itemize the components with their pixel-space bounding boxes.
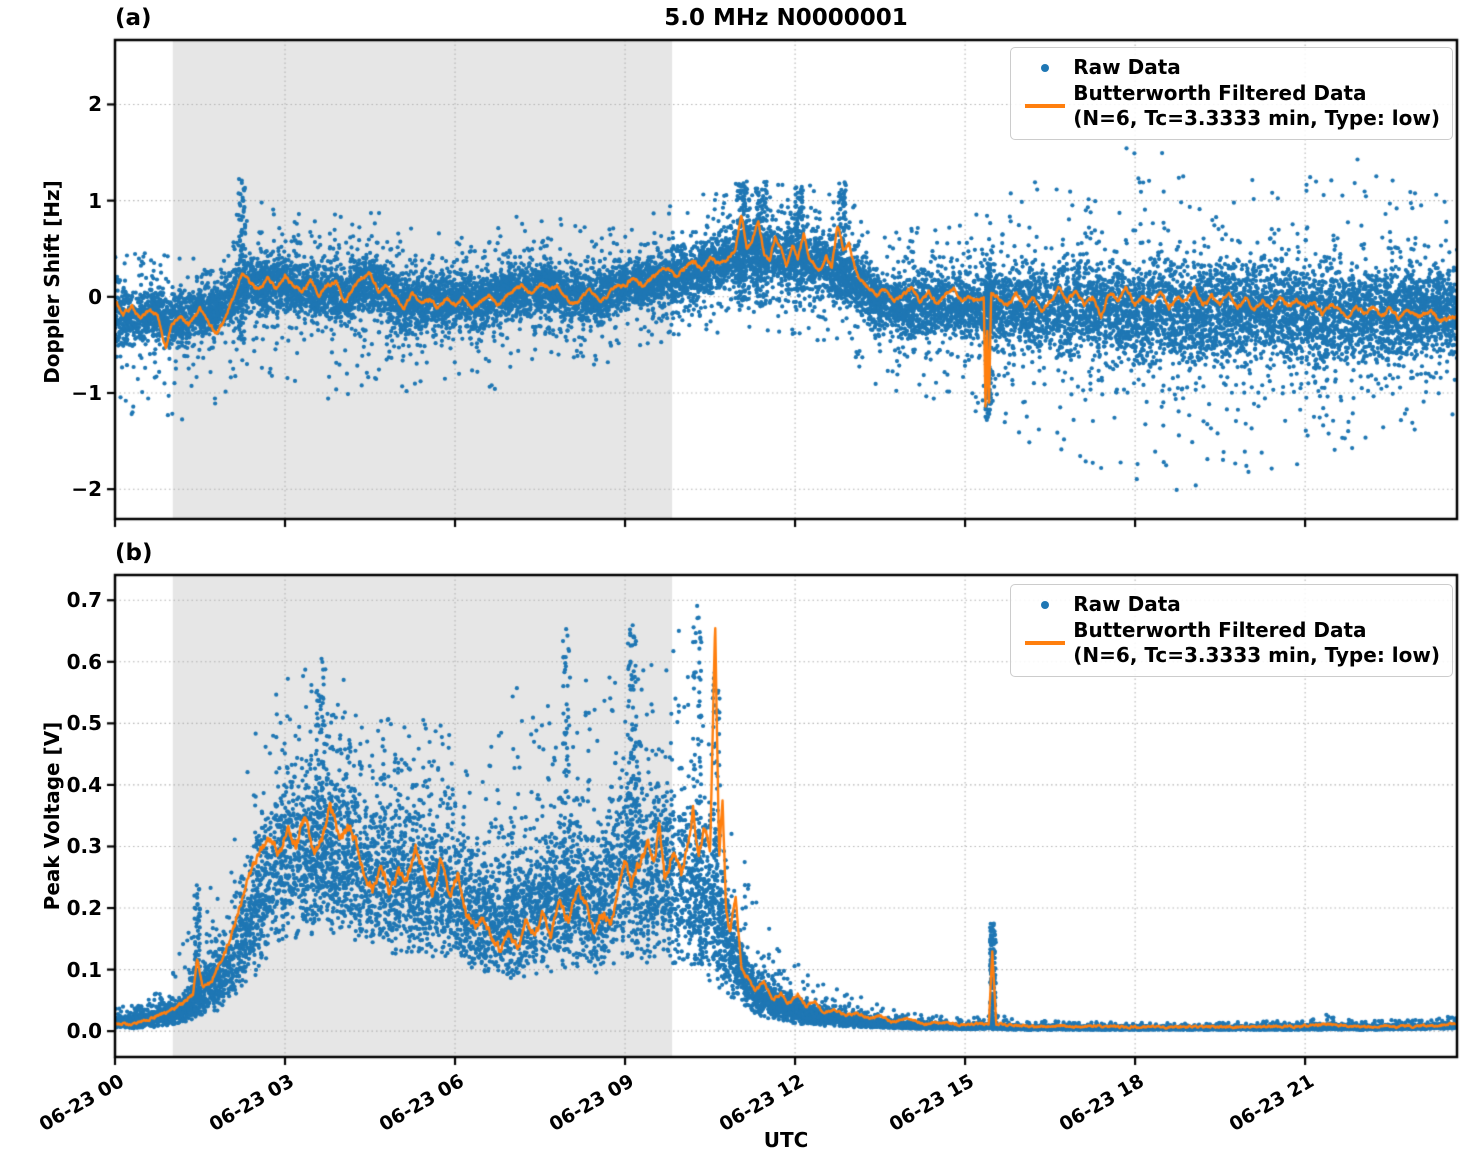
filtered-data-line-marker bbox=[1017, 104, 1073, 108]
legend-entry-filtered: Butterworth Filtered Data (N=6, Tc=3.333… bbox=[1017, 81, 1440, 132]
legend-filtered-sublabel: (N=6, Tc=3.3333 min, Type: low) bbox=[1073, 106, 1440, 131]
chart-title: 5.0 MHz N0000001 bbox=[664, 5, 908, 31]
raw-data-dot-marker bbox=[1017, 63, 1073, 72]
x-axis-label: UTC bbox=[763, 1128, 809, 1152]
filtered-data-line-marker bbox=[1017, 641, 1073, 645]
legend-raw-label: Raw Data bbox=[1073, 55, 1181, 79]
y-tick-label-a: −2 bbox=[71, 477, 102, 502]
panel-b-label: (b) bbox=[115, 540, 153, 566]
y-axis-label-voltage: Peak Voltage [V] bbox=[40, 721, 64, 911]
y-tick-label-b: 0.4 bbox=[66, 772, 102, 797]
legend-filtered-label: Butterworth Filtered Data bbox=[1073, 617, 1367, 642]
y-tick-label-b: 0.2 bbox=[66, 896, 102, 921]
y-tick-label-b: 0.0 bbox=[66, 1019, 102, 1044]
raw-data-dot-marker bbox=[1017, 600, 1073, 609]
y-tick-label-b: 0.3 bbox=[66, 834, 102, 859]
y-tick-label-a: 0 bbox=[88, 284, 102, 309]
panel-a-label: (a) bbox=[115, 5, 152, 31]
y-tick-label-b: 0.6 bbox=[66, 649, 102, 674]
y-tick-label-b: 0.5 bbox=[66, 711, 102, 736]
y-tick-label-b: 0.1 bbox=[66, 957, 102, 982]
legend-entry-filtered: Butterworth Filtered Data (N=6, Tc=3.333… bbox=[1017, 618, 1440, 669]
legend-filtered-label: Butterworth Filtered Data bbox=[1073, 80, 1367, 105]
legend-panel-b: Raw Data Butterworth Filtered Data (N=6,… bbox=[1010, 584, 1453, 677]
legend-entry-raw: Raw Data bbox=[1017, 55, 1440, 81]
legend-raw-label: Raw Data bbox=[1073, 592, 1181, 616]
y-axis-label-doppler: Doppler Shift [Hz] bbox=[40, 180, 64, 384]
y-tick-label-a: 1 bbox=[88, 188, 102, 213]
legend-filtered-sublabel: (N=6, Tc=3.3333 min, Type: low) bbox=[1073, 643, 1440, 668]
legend-entry-raw: Raw Data bbox=[1017, 592, 1440, 618]
y-tick-label-a: 2 bbox=[88, 92, 102, 117]
y-tick-label-a: −1 bbox=[71, 380, 102, 405]
legend-panel-a: Raw Data Butterworth Filtered Data (N=6,… bbox=[1010, 47, 1453, 140]
y-tick-label-b: 0.7 bbox=[66, 588, 102, 613]
